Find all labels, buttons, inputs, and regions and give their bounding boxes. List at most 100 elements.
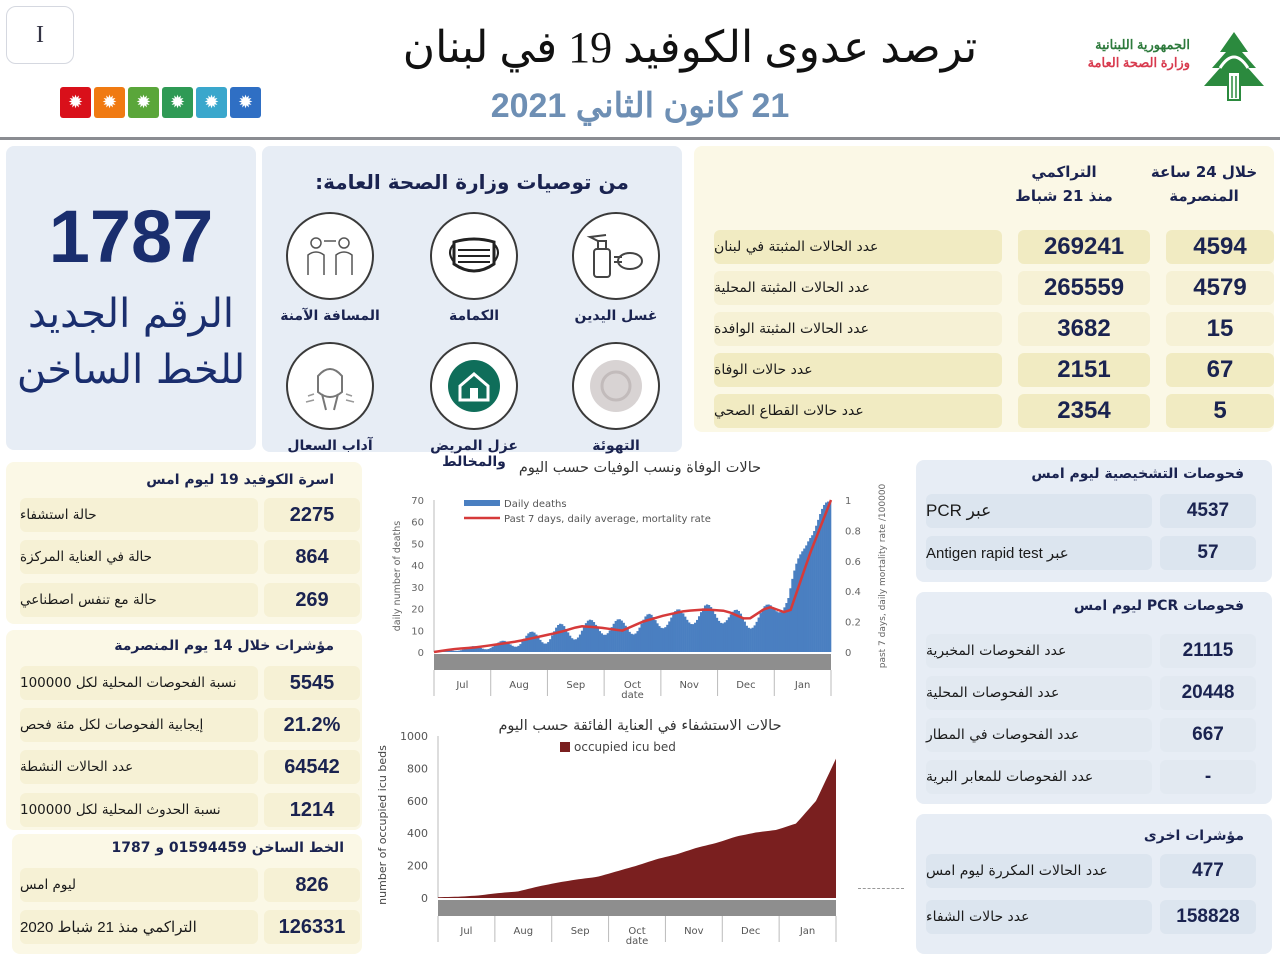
indicator-row: نسبة الحدوث المحلية لكل 100000 1214 bbox=[20, 793, 360, 827]
recommendation-label: المسافة الآمنة bbox=[280, 308, 380, 324]
recommendation-hand-washing: غسل اليدين bbox=[556, 212, 676, 324]
row-value: 126331 bbox=[264, 910, 360, 944]
row-label: عدد الحالات النشطة bbox=[20, 750, 258, 784]
svg-text:Daily deaths: Daily deaths bbox=[504, 499, 567, 510]
svg-text:60: 60 bbox=[411, 518, 424, 529]
stats-row-local-cases: عدد الحالات المثبتة المحلية 265559 4579 bbox=[714, 271, 1274, 305]
row-value: 1214 bbox=[264, 793, 360, 827]
virus-icon-green: ✹ bbox=[162, 87, 193, 118]
svg-text:date: date bbox=[626, 936, 649, 947]
row-label: عدد الحالات المثبتة في لبنان bbox=[714, 230, 1002, 264]
antigen-row: عبر Antigen rapid test 57 bbox=[926, 536, 1260, 572]
svg-text:Past 7 days, daily average, mo: Past 7 days, daily average, mortality ra… bbox=[504, 514, 711, 525]
hotline-text-line2: للخط الساخن bbox=[16, 347, 246, 393]
last-24h-value: 67 bbox=[1166, 353, 1274, 387]
svg-text:Dec: Dec bbox=[741, 926, 760, 937]
svg-text:0: 0 bbox=[418, 648, 424, 659]
svg-text:70: 70 bbox=[411, 496, 424, 507]
row-value: 57 bbox=[1160, 536, 1256, 570]
row-value: 826 bbox=[264, 868, 360, 902]
svg-text:Sep: Sep bbox=[571, 926, 590, 937]
svg-text:40: 40 bbox=[411, 561, 424, 572]
svg-text:Jul: Jul bbox=[459, 926, 472, 937]
hospital-row: حالة استشفاء 2275 bbox=[20, 498, 360, 532]
svg-text:1: 1 bbox=[845, 496, 851, 507]
row-value: - bbox=[1160, 760, 1256, 794]
svg-text:0.4: 0.4 bbox=[845, 587, 861, 598]
recommendation-mask: الكمامة bbox=[414, 212, 534, 324]
row-label: حالة في العناية المركزة bbox=[20, 540, 258, 574]
virus-icon-orange: ✹ bbox=[94, 87, 125, 118]
page-title: ترصد عدوى الكوفيد 19 في لبنان bbox=[402, 23, 978, 72]
indicators-14d-panel: مؤشرات خلال 14 يوم المنصرمة نسبة الفحوصا… bbox=[6, 630, 362, 830]
col-header-cumulative-line2: منذ 21 شباط bbox=[1015, 187, 1113, 205]
svg-text:Sep: Sep bbox=[566, 680, 585, 691]
svg-text:Oct: Oct bbox=[624, 680, 641, 691]
svg-text:800: 800 bbox=[407, 762, 428, 775]
recommendation-ventilation: التهوئة bbox=[556, 342, 676, 454]
svg-text:number of occupied icu beds: number of occupied icu beds bbox=[376, 745, 389, 905]
svg-text:0: 0 bbox=[845, 648, 851, 659]
row-value: 64542 bbox=[264, 750, 360, 784]
row-label: عدد الحالات المثبتة المحلية bbox=[714, 271, 1002, 305]
row-label: التراكمي منذ 21 شباط 2020 bbox=[20, 910, 258, 944]
pcr-row: عبر PCR 4537 bbox=[926, 494, 1260, 530]
row-label: عدد الفحوصات للمعابر البرية bbox=[926, 760, 1152, 794]
recommendation-label: الكمامة bbox=[449, 308, 499, 324]
recommendation-isolation: عزل المريض والمخالط bbox=[414, 342, 534, 470]
stats-row-imported-cases: عدد الحالات المثبتة الوافدة 3682 15 bbox=[714, 312, 1274, 346]
other-row: عدد حالات الشفاء 158828 bbox=[926, 900, 1260, 936]
indicator-row: إيجابية الفحوصات لكل مئة فحص 21.2% bbox=[20, 708, 360, 742]
svg-text:Aug: Aug bbox=[509, 680, 529, 691]
recommendation-distance: المسافة الآمنة bbox=[270, 212, 390, 324]
col-header-24h-line2: المنصرمة bbox=[1169, 187, 1239, 205]
ministry-line1: الجمهورية اللبنانية bbox=[1095, 37, 1190, 52]
virus-icon-cyan: ✹ bbox=[196, 87, 227, 118]
cedar-logo-icon bbox=[1204, 32, 1264, 101]
cumulative-value: 3682 bbox=[1018, 312, 1150, 346]
last-24h-value: 4594 bbox=[1166, 230, 1274, 264]
other-indicators-panel: مؤشرات اخرى عدد الحالات المكررة ليوم امس… bbox=[916, 814, 1272, 954]
row-value: 864 bbox=[264, 540, 360, 574]
pcr-tests-title: فحوصات PCR ليوم امس bbox=[1073, 598, 1244, 614]
svg-text:400: 400 bbox=[407, 827, 428, 840]
col-header-24h: خلال 24 ساعة المنصرمة bbox=[1142, 160, 1266, 208]
deaths-chart-title: حالات الوفاة ونسب الوفيات حسب اليوم bbox=[518, 460, 762, 476]
header-divider bbox=[0, 137, 1280, 140]
deaths-chart: 0 10 20 30 40 50 60 70 0 0.2 0.4 0.6 0.8 1 daily numbe… bbox=[392, 483, 888, 701]
svg-text:occupied icu bed: occupied icu bed bbox=[574, 740, 676, 754]
icu-chart: 0 200 400 600 800 1000 number of occupied icu … bbox=[376, 730, 837, 947]
svg-text:past 7 days, daily mortality r: past 7 days, daily mortality rate /10000… bbox=[878, 483, 888, 668]
row-label: عبر Antigen rapid test bbox=[926, 536, 1152, 570]
hotline-announcement: 1787 الرقم الجديد للخط الساخن bbox=[6, 146, 256, 450]
pcr-tests-panel: فحوصات PCR ليوم امس عدد الفحوصات المخبري… bbox=[916, 592, 1272, 804]
row-value: 4537 bbox=[1160, 494, 1256, 528]
row-label: عدد حالات الشفاء bbox=[926, 900, 1152, 934]
svg-text:50: 50 bbox=[411, 539, 424, 550]
stats-row-total-cases: عدد الحالات المثبتة في لبنان 269241 4594 bbox=[714, 230, 1274, 264]
recommendation-label: التهوئة bbox=[592, 438, 640, 454]
pcr-row: عدد الفحوصات في المطار 667 bbox=[926, 718, 1260, 754]
social-distance-icon bbox=[286, 212, 374, 300]
other-row: عدد الحالات المكررة ليوم امس 477 bbox=[926, 854, 1260, 890]
row-value: 667 bbox=[1160, 718, 1256, 752]
ministry-name: الجمهورية اللبنانية وزارة الصحة العامة bbox=[1030, 36, 1190, 72]
pcr-row: عدد الفحوصات للمعابر البرية - bbox=[926, 760, 1260, 796]
row-label: عبر PCR bbox=[926, 494, 1152, 528]
svg-text:Aug: Aug bbox=[514, 926, 534, 937]
ventilation-icon bbox=[572, 342, 660, 430]
svg-text:Nov: Nov bbox=[684, 926, 704, 937]
home-isolation-icon bbox=[430, 342, 518, 430]
row-label: حالة استشفاء bbox=[20, 498, 258, 532]
icu-row: حالة في العناية المركزة 864 bbox=[20, 540, 360, 574]
severity-icons: ✹ ✹ ✹ ✹ ✹ ✹ bbox=[60, 87, 261, 118]
indicator-row: نسبة الفحوصات المحلية لكل 100000 5545 bbox=[20, 666, 360, 700]
row-value: 20448 bbox=[1160, 676, 1256, 710]
cumulative-value: 269241 bbox=[1018, 230, 1150, 264]
row-label: عدد الفحوصات المخبرية bbox=[926, 634, 1152, 668]
row-label: عدد الحالات المكررة ليوم امس bbox=[926, 854, 1152, 888]
hotline-stats-title: الخط الساخن 01594459 و 1787 bbox=[111, 840, 345, 856]
col-header-24h-line1: خلال 24 ساعة bbox=[1150, 163, 1258, 181]
ventilator-row: حالة مع تنفس اصطناعي 269 bbox=[20, 583, 360, 617]
chart-connector-line bbox=[858, 888, 904, 889]
